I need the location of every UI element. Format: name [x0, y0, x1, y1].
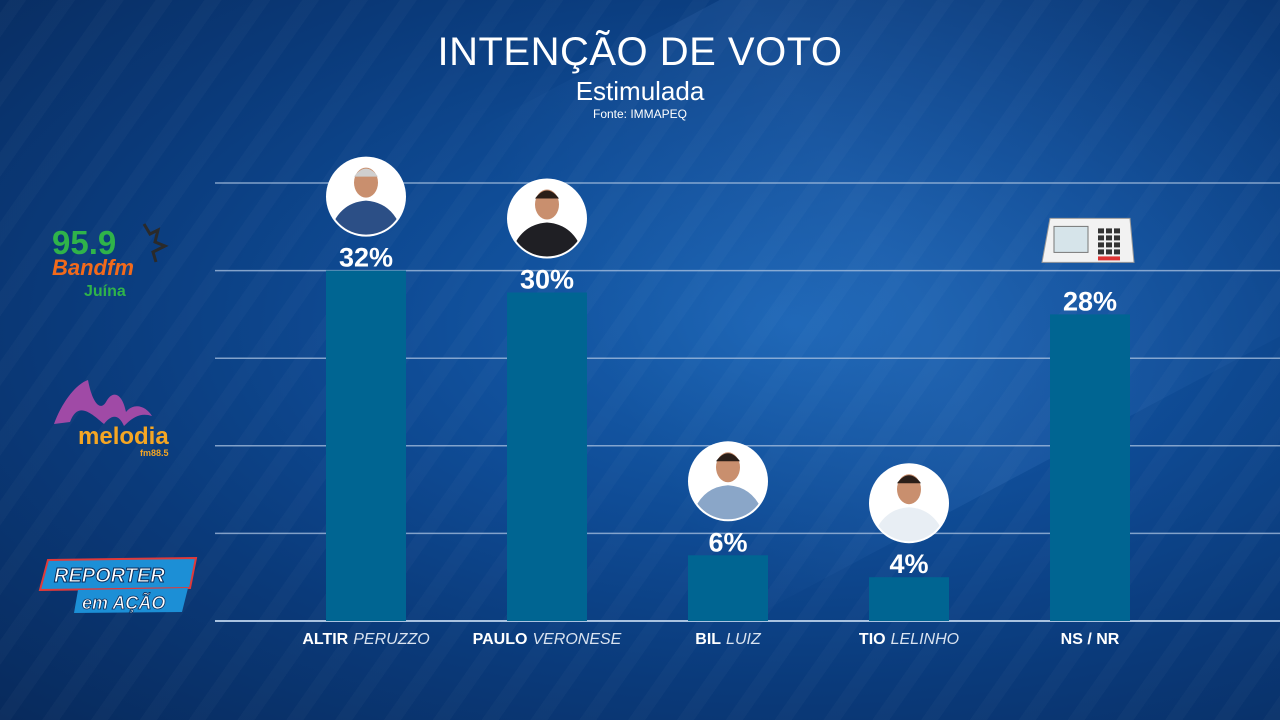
bar: [869, 577, 949, 621]
x-tick-label: TIO LELINHO: [859, 631, 959, 648]
chart-title: INTENÇÃO DE VOTO: [437, 30, 843, 74]
candidate-photo-icon: [688, 441, 768, 522]
reporter-logo: REPORTER em AÇÃO: [38, 556, 198, 613]
melodia-fm: fm88.5: [140, 448, 169, 458]
melodia-name: melodia: [78, 423, 169, 450]
data-label: 4%: [889, 549, 928, 579]
data-label: 32%: [339, 243, 393, 273]
bandfm-freq: 95.9: [52, 224, 116, 261]
bar: [688, 555, 768, 621]
bandfm-logo: 95.9 Bandfm Juína: [52, 223, 169, 300]
reporter-line2: em AÇÃO: [82, 592, 165, 613]
melodia-logo: melodia fm88.5: [54, 380, 169, 458]
bar: [326, 270, 406, 621]
candidate-photo-icon: [869, 463, 949, 544]
data-label: 28%: [1063, 286, 1117, 316]
data-label: 6%: [708, 527, 747, 557]
chart-source: Fonte: IMMAPEQ: [592, 107, 688, 121]
bar: [1050, 314, 1130, 621]
x-tick-label: BIL LUIZ: [695, 631, 762, 648]
guitar-player-icon: [142, 223, 169, 263]
bandfm-city: Juína: [84, 283, 126, 300]
data-label: 30%: [520, 265, 574, 295]
chart-subtitle: Estimulada: [575, 76, 705, 106]
reporter-line1: REPORTER: [54, 565, 165, 587]
bandfm-name: Bandfm: [52, 255, 134, 280]
candidate-photo-icon: [326, 156, 406, 237]
x-tick-label: ALTIR PERUZZO: [302, 631, 429, 648]
bar: [507, 292, 587, 621]
candidate-photo-icon: [507, 178, 587, 259]
voting-machine-icon: [1041, 217, 1135, 263]
x-tick-label: NS / NR: [1061, 631, 1120, 648]
melodia-wave-icon: [54, 380, 152, 426]
x-tick-label: PAULO VERONESE: [473, 631, 622, 648]
